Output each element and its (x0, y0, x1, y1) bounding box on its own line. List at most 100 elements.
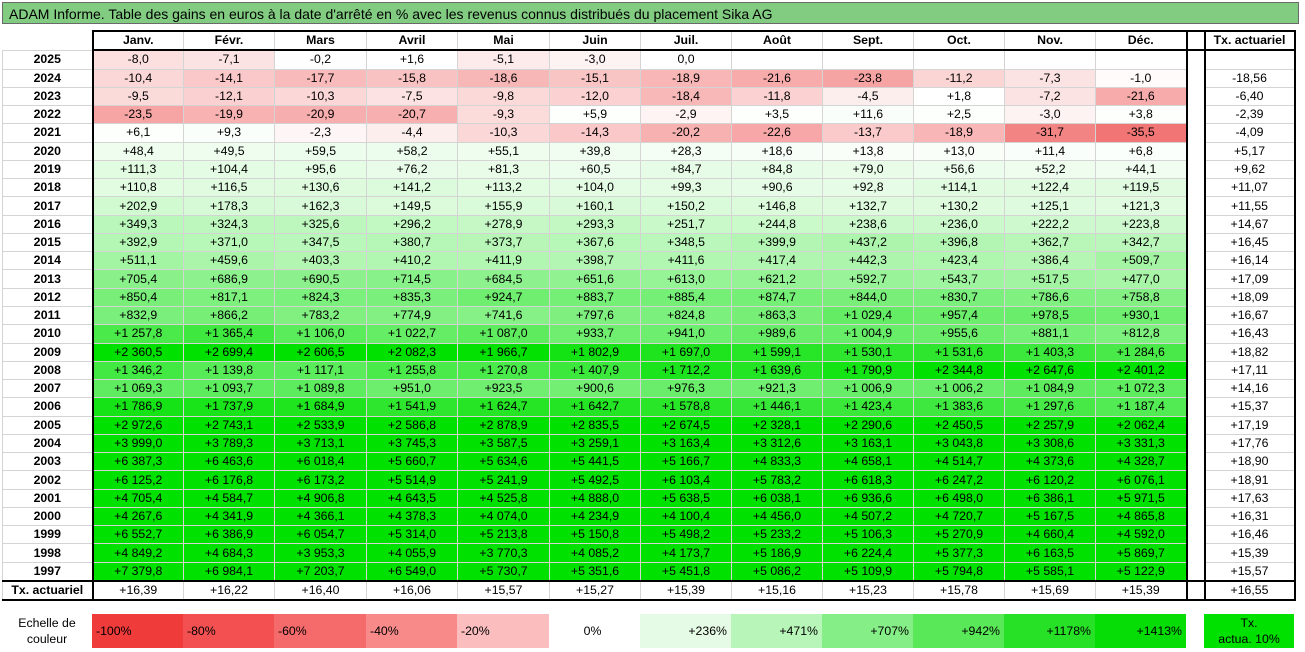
gap-cell (1186, 215, 1205, 234)
actuarial-header: Tx. actuariel (1203, 29, 1296, 52)
gain-cell: +4 373,6 (1004, 452, 1096, 472)
gain-cell: +5 492,5 (549, 470, 641, 490)
year-row: 2002 +6 125,2 +6 176,8 +6 173,2 +5 514,9 +5 2… (2, 470, 1296, 490)
year-row: 2005 +2 972,6 +2 743,1 +2 533,9 +2 586,8 +2 8… (2, 415, 1296, 435)
gain-cell: +797,6 (549, 305, 641, 326)
year-row: 2010 +1 257,8 +1 365,4 +1 106,0 +1 022,7 +1 0… (2, 324, 1296, 344)
gain-cell: -2,9 (640, 105, 732, 125)
gain-cell: +978,5 (1004, 305, 1096, 326)
gap-cell (1186, 269, 1205, 289)
legend-swatch: -100% (92, 614, 183, 648)
gain-cell: +1,8 (913, 86, 1005, 107)
gain-cell: +380,7 (366, 232, 458, 253)
gain-cell: +1 578,8 (640, 397, 732, 417)
year-row: 2019 +111,3 +104,4 +95,6 +76,2 +81,3 +60,5 +84,… (2, 159, 1296, 180)
gain-cell: +6 618,3 (822, 470, 914, 490)
year-row: 2018 +110,8 +116,5 +130,6 +141,2 +113,2 +104,0… (2, 178, 1296, 198)
gap-cell (1186, 397, 1205, 417)
gain-cell: +1 403,3 (1004, 342, 1096, 362)
gain-cell: +2 450,5 (913, 415, 1005, 435)
gain-cell: +2 257,9 (1004, 415, 1096, 435)
actuarial-rate-cell: +16,31 (1203, 506, 1296, 527)
year-label: 2018 (2, 178, 93, 198)
legend-tx-line2: actua. 10% (1218, 632, 1280, 646)
gain-cell: +373,7 (457, 232, 550, 253)
gain-cell: +830,7 (913, 287, 1005, 307)
year-row: 2016 +349,3 +324,3 +325,6 +296,2 +278,9 +293,3… (2, 214, 1296, 234)
gain-cell: +5 270,9 (913, 525, 1005, 545)
gain-cell: -1,0 (1095, 68, 1188, 88)
year-row: 2022 -23,5 -19,9 -20,9 -20,7 -9,3 +5,9 -2,9 +3,5… (2, 105, 1296, 125)
gain-cell: -4,5 (822, 86, 914, 107)
footer-rate-cell: +15,23 (822, 579, 914, 602)
gain-cell: +543,7 (913, 269, 1005, 289)
gain-cell: +885,4 (640, 287, 732, 307)
gain-cell: +1 093,7 (183, 379, 275, 399)
month-header: Janv. (91, 29, 184, 52)
gain-cell: +1 084,9 (1004, 379, 1096, 399)
gain-cell: +4 658,1 (822, 452, 914, 472)
gain-cell (1095, 49, 1188, 70)
gain-cell: +4 378,3 (366, 506, 458, 527)
gain-cell: -14,3 (549, 123, 641, 143)
actuarial-rate-cell: +17,76 (1203, 433, 1296, 454)
gain-cell: +130,6 (274, 178, 367, 198)
gain-cell: +5 186,9 (731, 543, 823, 563)
footer-total-rate: +16,55 (1203, 579, 1296, 602)
gain-cell: -7,3 (1004, 68, 1096, 88)
gain-cell: +684,5 (457, 269, 550, 289)
year-label: 2011 (2, 305, 93, 326)
gain-cell: +39,8 (549, 141, 641, 161)
year-row: 2003 +6 387,3 +6 463,6 +6 018,4 +5 660,7 +5 6… (2, 452, 1296, 472)
gain-cell: +423,4 (913, 251, 1005, 271)
gain-cell: +874,7 (731, 287, 823, 307)
footer-rate-cell: +15,27 (549, 579, 641, 602)
gain-cell: +4 456,0 (731, 506, 823, 527)
gain-cell: +121,3 (1095, 196, 1188, 216)
gain-cell: +3 163,1 (822, 433, 914, 454)
gap-cell (1186, 87, 1205, 106)
actuarial-rate-cell: +18,90 (1203, 452, 1296, 472)
legend-swatch: +707% (822, 614, 913, 648)
gain-cell: +3 331,3 (1095, 433, 1188, 454)
legend-swatch: -40% (366, 614, 457, 648)
actuarial-rate-cell: +16,46 (1203, 525, 1296, 545)
gain-cell: +844,0 (822, 287, 914, 307)
gain-cell: -10,3 (274, 86, 367, 107)
legend-swatch: -80% (183, 614, 274, 648)
gain-cell: +930,1 (1095, 305, 1188, 326)
gain-cell: +4 100,4 (640, 506, 732, 527)
gain-cell: +5 730,7 (457, 561, 550, 582)
gain-cell: +2 401,2 (1095, 360, 1188, 381)
gain-cell: +7 379,8 (91, 561, 184, 582)
year-row: 2013 +705,4 +686,9 +690,5 +714,5 +684,5 +651,6… (2, 269, 1296, 289)
gain-cell: +114,1 (913, 178, 1005, 198)
gain-cell: +1 139,8 (183, 360, 275, 381)
gain-cell: +278,9 (457, 214, 550, 234)
month-header: Mars (274, 29, 367, 52)
gain-cell: -31,7 (1004, 123, 1096, 143)
gain-cell: +2 360,5 (91, 342, 184, 362)
gain-cell: +4 592,0 (1095, 525, 1188, 545)
gain-cell: +517,5 (1004, 269, 1096, 289)
gain-cell: +5 514,9 (366, 470, 458, 490)
gain-cell (913, 49, 1005, 70)
gain-cell: +863,3 (731, 305, 823, 326)
gain-cell: -19,9 (183, 105, 275, 125)
month-header-row: Janv. Févr. Mars Avril Mai Juin Juil. Août Sept.… (2, 29, 1296, 52)
gain-cell: +347,5 (274, 232, 367, 253)
gain-cell: +4 234,9 (549, 506, 641, 527)
gain-cell: +690,5 (274, 269, 367, 289)
year-label: 2024 (2, 68, 93, 88)
gain-cell: +342,7 (1095, 232, 1188, 253)
gain-cell: +6 498,0 (913, 488, 1005, 508)
gain-cell: +160,1 (549, 196, 641, 216)
year-row: 2008 +1 346,2 +1 139,8 +1 117,1 +1 255,8 +1 2… (2, 360, 1296, 381)
gain-cell: +923,5 (457, 379, 550, 399)
footer-rate-cell: +16,40 (274, 579, 367, 602)
year-label: 2014 (2, 251, 93, 271)
gain-cell: +921,3 (731, 379, 823, 399)
gain-cell: +6 463,6 (183, 452, 275, 472)
year-row: 2014 +511,1 +459,6 +403,3 +410,2 +411,9 +398,7… (2, 251, 1296, 271)
actuarial-rate-cell: +17,19 (1203, 415, 1296, 435)
